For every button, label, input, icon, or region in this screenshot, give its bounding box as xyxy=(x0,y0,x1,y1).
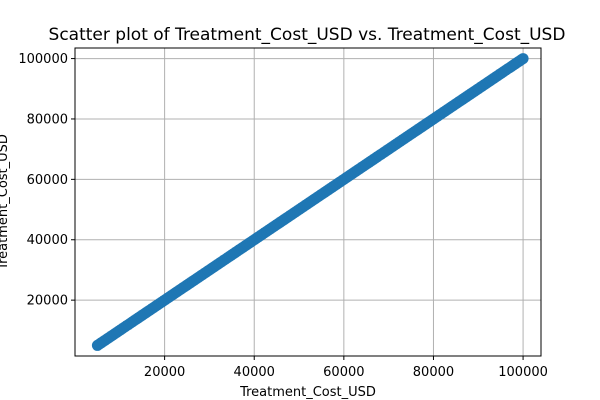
y-axis-label: Treatment_Cost_USD xyxy=(0,134,11,271)
y-tick-label: 80000 xyxy=(27,112,68,127)
y-tick-label: 100000 xyxy=(18,52,68,67)
grid-lines xyxy=(75,48,541,356)
y-axis-ticks: 20000 40000 60000 80000 100000 xyxy=(18,52,75,309)
x-tick-label: 40000 xyxy=(234,365,275,380)
scatter-point xyxy=(517,53,529,65)
y-tick-label: 40000 xyxy=(27,233,68,248)
x-tick-label: 60000 xyxy=(323,365,364,380)
x-axis-label: Treatment_Cost_USD xyxy=(239,385,376,400)
y-tick-label: 20000 xyxy=(27,294,68,309)
x-axis-ticks: 20000 40000 60000 80000 100000 xyxy=(144,356,548,380)
x-tick-label: 80000 xyxy=(413,365,454,380)
scatter-points xyxy=(91,53,529,351)
chart-title: Scatter plot of Treatment_Cost_USD vs. T… xyxy=(49,25,566,45)
y-tick-label: 60000 xyxy=(27,173,68,188)
plot-frame xyxy=(74,47,542,357)
x-tick-label: 20000 xyxy=(144,365,185,380)
x-tick-label: 100000 xyxy=(498,365,548,380)
